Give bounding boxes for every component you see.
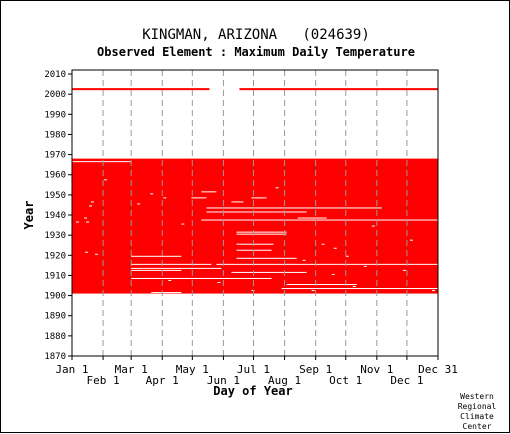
plot-area [72,70,438,356]
missing-speck [89,205,93,207]
missing-segment [206,211,307,213]
missing-speck [168,279,172,281]
x-tick-label: Sep 1 [299,363,332,376]
missing-speck [363,265,367,267]
missing-segment [216,263,438,265]
missing-speck [275,187,279,189]
missing-segment [131,269,182,271]
missing-segment [131,277,272,279]
data-block [72,158,438,294]
missing-segment [251,197,267,199]
x-tick-label: Feb 1 [87,374,120,387]
x-tick-label: Jun 1 [207,374,240,387]
y-tick-label: 2010 [44,70,66,80]
y-tick-label: 1950 [44,191,66,201]
missing-segment [236,231,287,233]
y-tick-label: 1870 [44,352,66,362]
missing-speck [321,243,325,245]
missing-segment [191,197,207,199]
x-tick-label: Oct 1 [329,374,362,387]
missing-speck [163,197,167,199]
missing-speck [104,179,108,181]
missing-speck [76,221,80,223]
missing-speck [345,255,349,257]
missing-speck [409,239,413,241]
missing-speck [331,273,335,275]
missing-speck [181,223,185,225]
missing-speck [352,286,356,288]
y-tick-label: 1970 [44,151,66,161]
missing-segment [131,267,222,269]
missing-segment [236,249,272,251]
y-tick-label: 1940 [44,211,66,221]
missing-speck [85,251,89,253]
credit-line: Regional [458,402,497,411]
x-tick-label: Jan 1 [55,363,88,376]
chart-title: KINGMAN, ARIZONA (024639) [142,27,370,43]
missing-segment [131,255,182,257]
x-tick-label: Dec 1 [390,374,423,387]
x-tick-label: Apr 1 [146,374,179,387]
missing-speck [371,225,375,227]
x-tick-label: Aug 1 [268,374,301,387]
credit-line: Center [463,422,492,431]
axes: 1870 1880 1890 1900 1910 1920 1930 1940 1950 1960… [44,69,458,387]
missing-speck [91,201,95,203]
missing-speck [84,217,88,219]
missing-speck [311,290,315,292]
x-tick-label: Dec 31 [418,363,458,376]
missing-segment [72,161,132,163]
y-tick-label: 1910 [44,271,66,281]
x-tick-label: May 1 [176,363,209,376]
y-tick-label: 2000 [44,90,66,100]
missing-speck [402,269,406,271]
credit-line: Western [460,392,494,401]
missing-speck [86,221,90,223]
x-axis-label: Day of Year [213,384,292,398]
missing-segment [286,283,357,286]
y-tick-label: 1900 [44,292,66,302]
x-tick-label: Jul 1 [237,363,270,376]
missing-speck [137,203,141,205]
data-segment [239,88,438,91]
missing-segment [206,207,382,209]
missing-segment [151,292,182,294]
missing-speck [302,259,306,261]
missing-segment [231,271,307,273]
missing-segment [201,219,438,221]
x-tick-label: Mar 1 [115,363,148,376]
x-tick-label: Nov 1 [360,363,393,376]
missing-segment [297,217,327,219]
missing-speck [431,290,435,292]
missing-segment [236,243,274,245]
credit-line: Climate [460,412,494,421]
missing-segment [236,233,287,235]
missing-segment [131,263,212,265]
missing-segment [201,191,217,193]
missing-speck [251,290,255,292]
missing-speck [333,247,337,249]
y-tick-label: 1930 [44,231,66,241]
missing-segment [281,288,438,290]
missing-speck [217,281,221,283]
missing-segment [236,257,297,259]
y-tick-label: 1990 [44,110,66,120]
y-tick-label: 1980 [44,130,66,140]
missing-speck [150,193,154,195]
plot-frame [71,69,439,357]
missing-segment [231,201,244,203]
data-segment [72,88,210,91]
chart-subtitle: Observed Element : Maximum Daily Tempera… [97,45,415,59]
y-tick-label: 1920 [44,251,66,261]
y-axis-label: Year [22,201,36,230]
y-tick-label: 1880 [44,332,66,342]
missing-speck [95,253,99,255]
y-tick-label: 1960 [44,171,66,181]
y-tick-label: 1890 [44,312,66,322]
